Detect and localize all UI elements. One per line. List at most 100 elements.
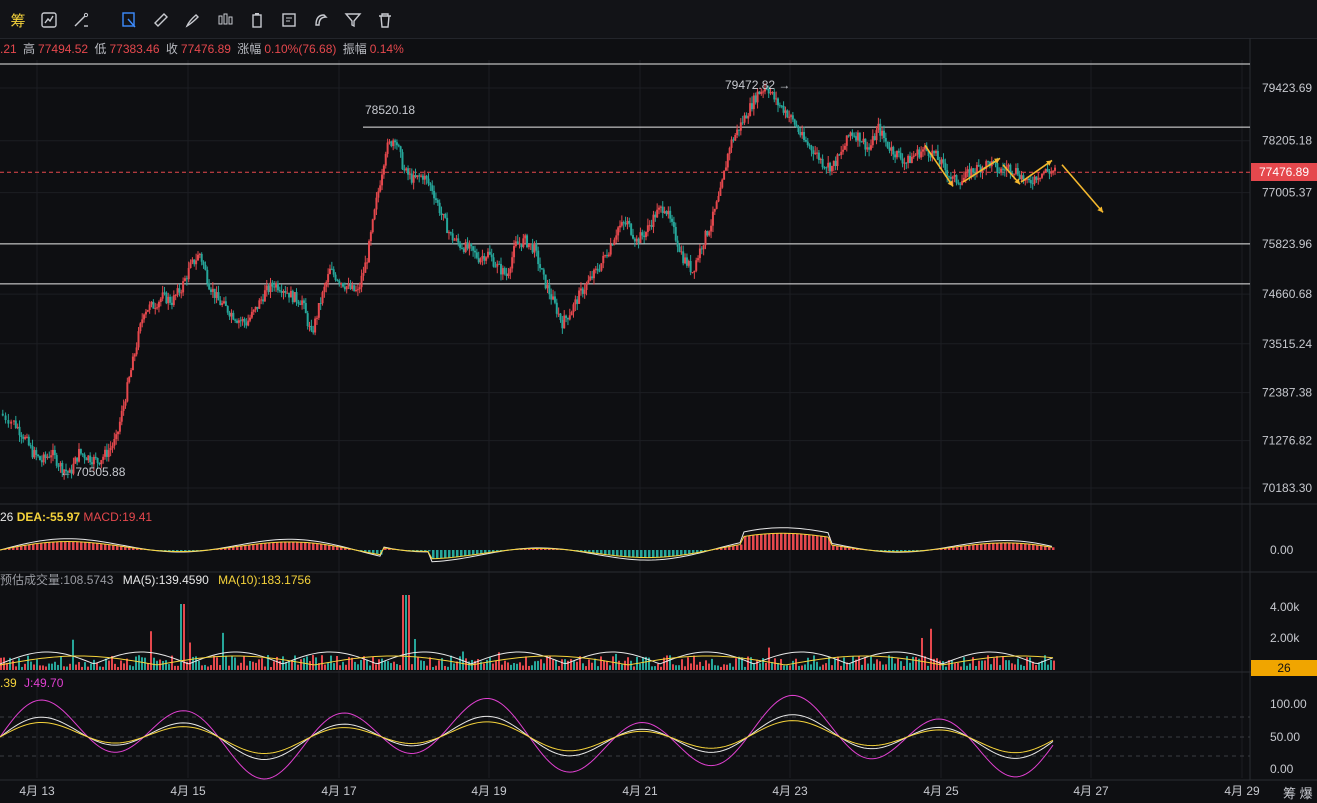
volume-ma5: MA(5):139.4590 [122,573,209,587]
candle-body [715,201,718,209]
candle-body [355,290,358,292]
candle-body [910,156,913,163]
candle-body [295,292,298,302]
candle-body [598,270,601,272]
macd-bar [828,537,831,550]
macd-bar [536,548,539,550]
volume-bar [33,664,35,670]
volume-bar [930,628,932,670]
candle-body [50,455,53,458]
candle-body [276,283,279,291]
volume-bar [684,666,686,670]
macd-bar [488,550,491,553]
indicator-button[interactable] [38,9,60,31]
select-button[interactable] [118,9,140,31]
price-chart[interactable]: 79423.69 78205.18 77005.37 75823.96 74660.68… [0,38,1317,803]
delete-button[interactable] [374,9,396,31]
macd-bar [32,544,35,550]
candle-body [938,159,941,165]
volume-bar [879,661,881,670]
brush-button[interactable] [182,9,204,31]
chip-button[interactable]: 筹 [8,9,28,31]
macd-bar [972,544,975,550]
volume-legend: 预估成交量:108.5743 MA(5):139.4590 MA(10):183… [0,571,311,588]
volume-bar [747,656,749,670]
volume-bar [279,660,281,670]
candle-body [148,304,151,310]
candle-body [397,145,400,147]
battery-button[interactable] [246,9,268,31]
candle-body [291,290,294,303]
macd-bar [808,534,811,550]
volume-bar [591,662,593,670]
cursor-box-icon [122,12,136,28]
volume-bar [45,666,47,670]
candle-body [315,317,318,319]
macd-bar [812,534,815,550]
ruler-button[interactable] [150,9,172,31]
candle-body [299,303,302,305]
macd-bar [824,536,827,550]
macd-bar [752,535,755,550]
candle-body [732,139,735,141]
candle-body [968,169,971,178]
volume-bar [51,663,53,670]
low-value: 77383.46 [109,42,160,56]
candle-body [353,285,356,291]
candle-body [345,286,348,290]
candle-body [659,206,662,208]
macd-bar [256,544,259,550]
price-tick-8: 70183.30 [1262,481,1312,495]
candle-body [609,244,612,255]
time-tick-6: 4月 25 [923,784,959,798]
candle-body [83,454,86,459]
draw-line-button[interactable] [70,9,92,31]
time-tick-4: 4月 21 [622,784,658,798]
volume-bar [585,666,587,670]
volume-bar [699,661,701,670]
candle-body [799,131,802,136]
volume-bar [732,666,734,670]
high-value: 77494.52 [38,42,89,56]
volume-bar [945,666,947,670]
dea-line [0,532,1053,560]
macd-bar [728,546,731,550]
note-button[interactable] [278,9,300,31]
volume-bar [156,660,158,670]
high-label: 高 [23,42,36,56]
candle-body [948,176,951,178]
candle-body [349,284,352,290]
candle-body [618,225,621,228]
magnet-button[interactable] [310,9,332,31]
candle-body [1007,164,1010,167]
volume-bar [6,663,8,670]
filter-button[interactable] [342,9,364,31]
volume-bar [729,663,731,670]
candle-body [347,284,350,287]
candle-body [57,465,60,467]
candle-body [808,145,811,147]
candle-body [607,254,610,257]
volume-bar [294,655,296,670]
macd-bar [832,545,835,550]
macd-bar [688,550,691,555]
volume-bar [777,662,779,670]
candle-body [31,446,34,458]
candle-body [172,295,175,305]
candle-body [526,235,529,248]
bottom-right-controls[interactable]: 筹 爆 [1283,786,1313,801]
candle-body [745,115,748,119]
candle-body [66,471,69,473]
macd-bar [820,535,823,550]
candle-body [622,222,625,224]
candle-body [685,257,688,266]
candle-body [895,150,898,158]
volume-bar [63,666,65,670]
candle-body [341,283,344,287]
candle-button[interactable] [214,9,236,31]
volume-bar [216,657,218,670]
candle-body [959,183,962,185]
candle-body [791,115,794,120]
candle-body [286,292,289,294]
volume-bar [822,664,824,670]
